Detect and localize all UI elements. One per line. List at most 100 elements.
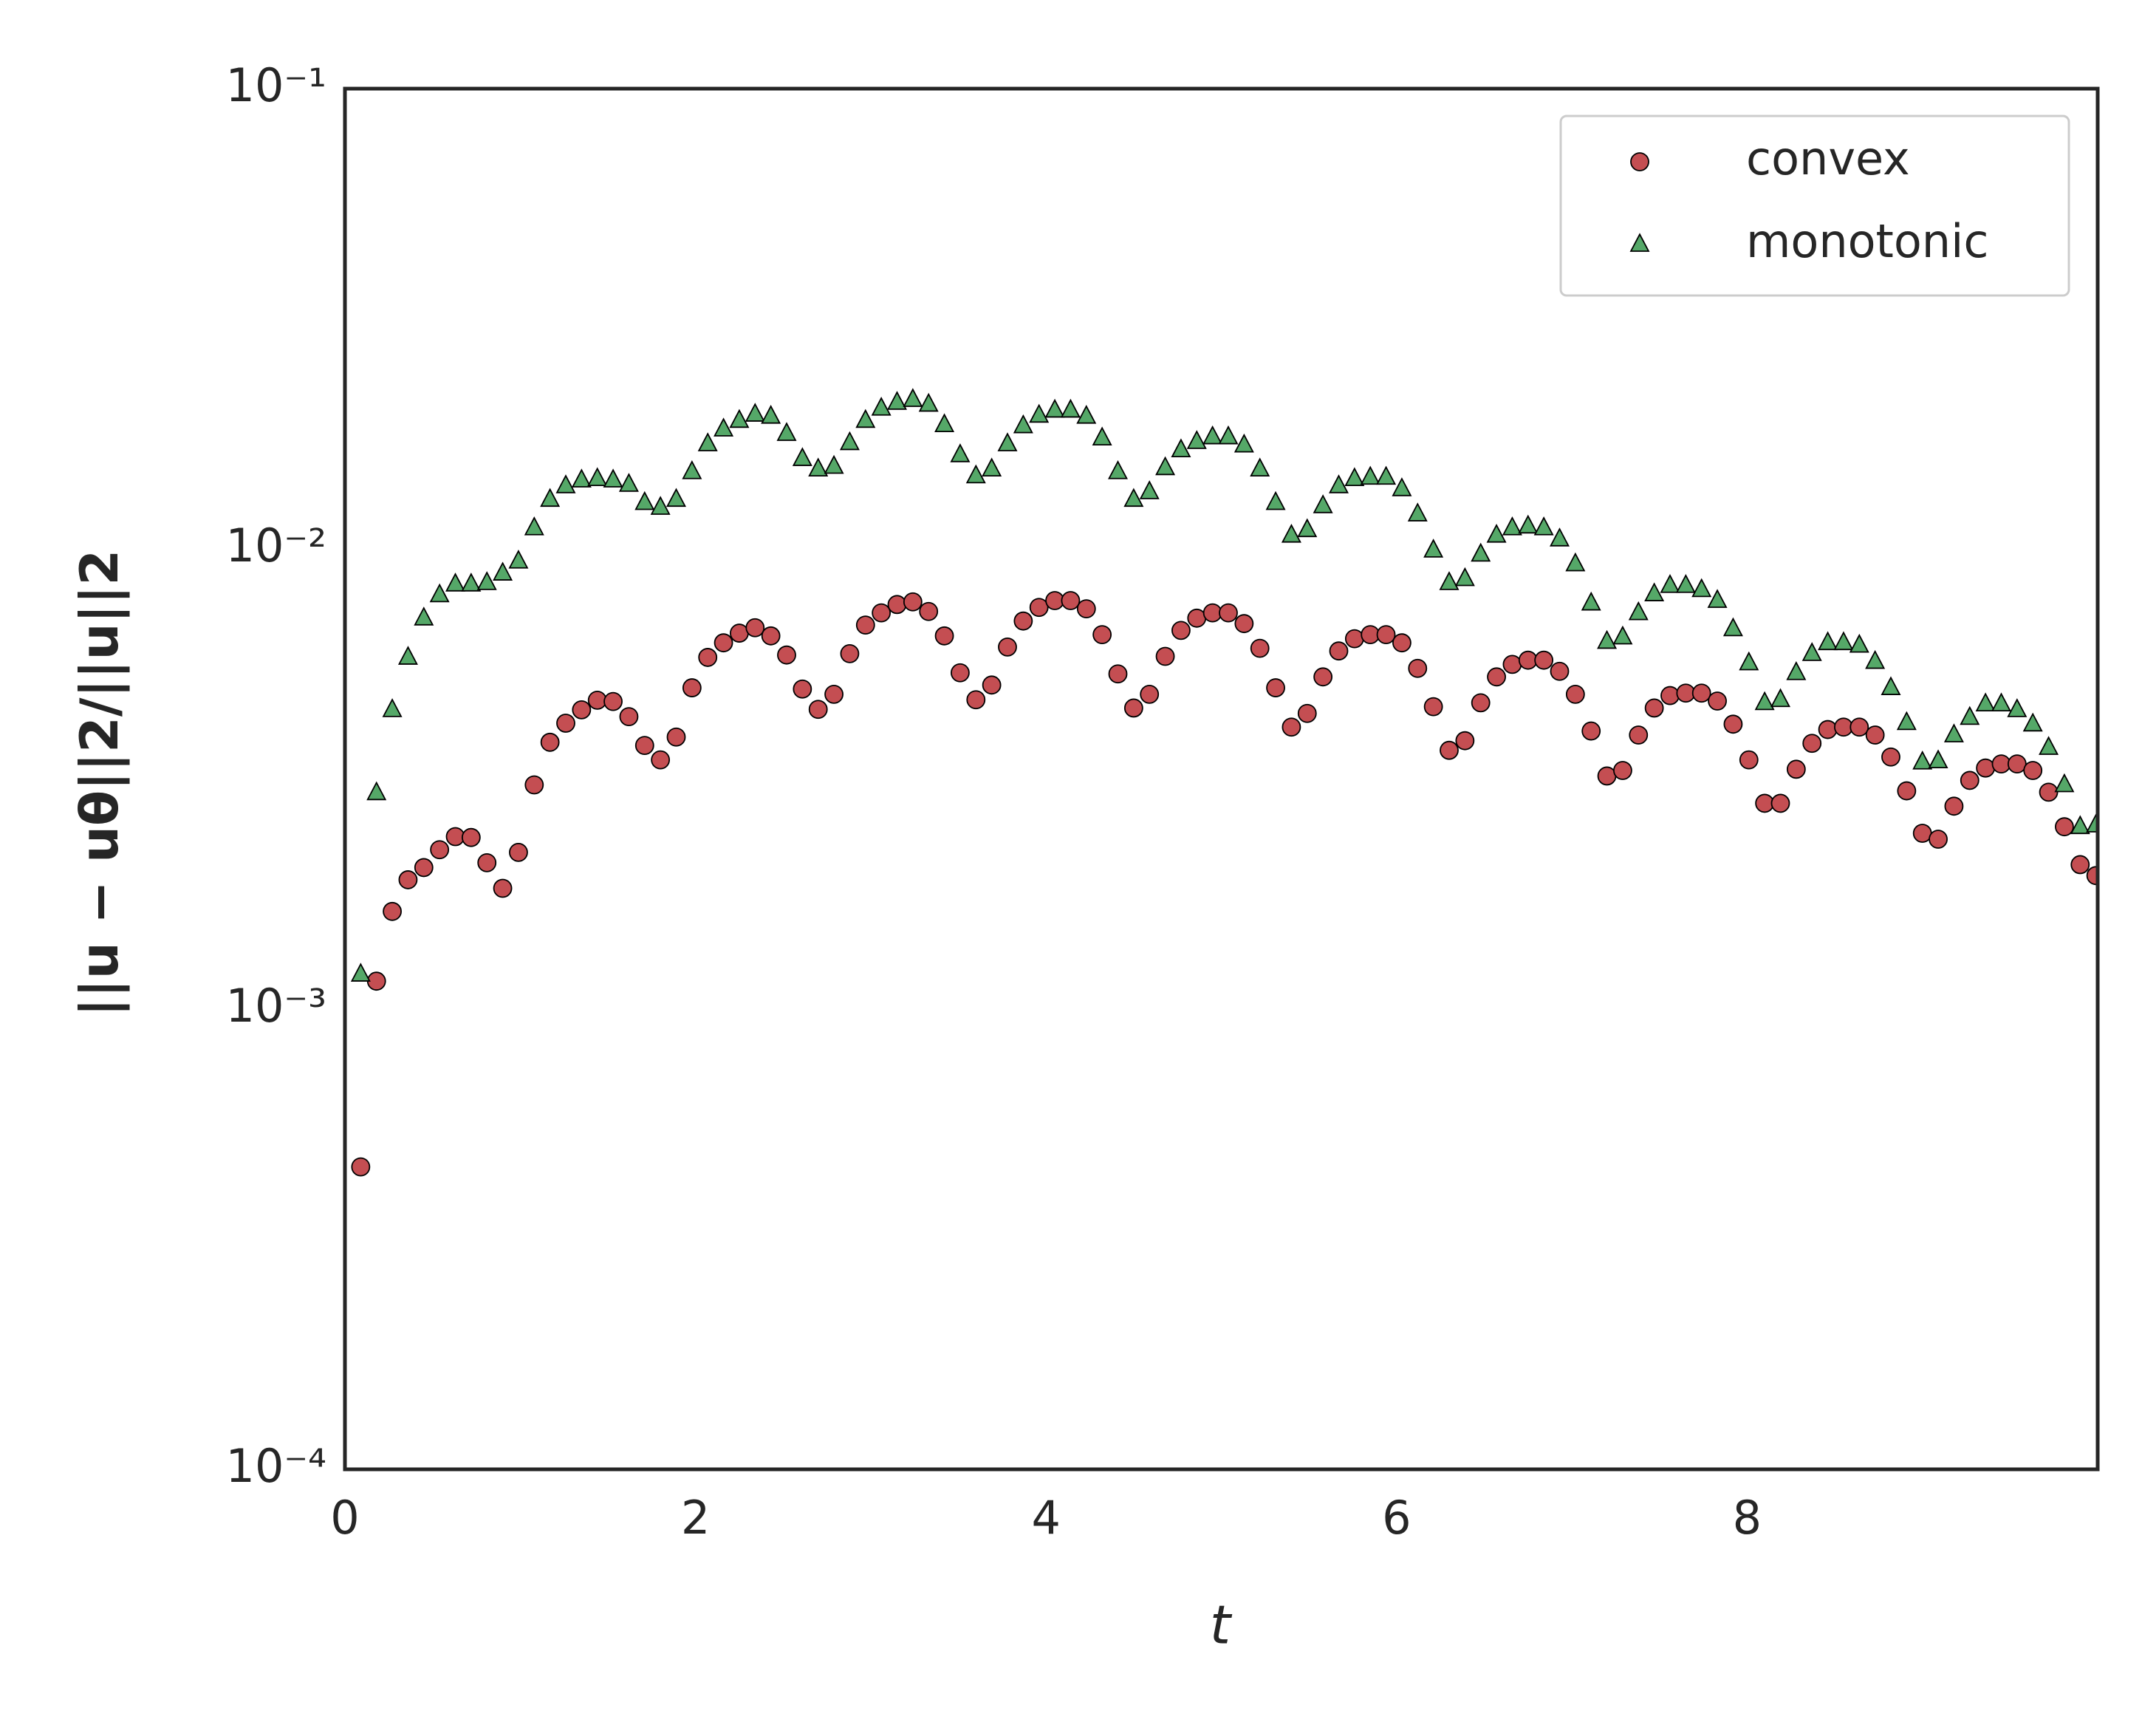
marker	[840, 643, 860, 663]
marker	[1202, 603, 1222, 623]
marker	[383, 901, 402, 921]
marker	[808, 457, 829, 477]
marker	[871, 397, 892, 416]
marker	[1928, 749, 1948, 769]
marker	[697, 432, 718, 451]
marker	[903, 388, 923, 407]
marker	[919, 601, 939, 621]
marker	[1644, 582, 1665, 601]
marker	[414, 858, 434, 878]
marker	[1487, 667, 1506, 687]
marker	[1865, 725, 1885, 745]
marker	[1612, 625, 1633, 645]
marker	[382, 698, 403, 717]
marker	[603, 691, 623, 711]
marker	[1912, 750, 1933, 770]
marker	[1108, 460, 1128, 479]
marker	[508, 550, 529, 569]
marker	[965, 464, 986, 484]
marker	[1691, 578, 1712, 598]
marker	[1550, 661, 1570, 681]
marker	[1801, 642, 1822, 661]
marker	[1518, 650, 1538, 670]
marker	[1991, 692, 2011, 712]
x-tick-label: 0	[330, 1491, 359, 1545]
legend: convex monotonic	[1559, 115, 2070, 297]
marker	[445, 827, 465, 847]
marker	[477, 852, 497, 872]
marker	[1344, 629, 1364, 649]
marker	[1881, 747, 1900, 767]
marker	[966, 690, 986, 710]
marker	[761, 626, 781, 646]
marker	[1392, 477, 1412, 496]
marker	[1013, 414, 1033, 434]
x-tick-label: 4	[1031, 1491, 1060, 1545]
marker	[1518, 514, 1539, 534]
marker	[982, 457, 1002, 477]
points	[350, 388, 2098, 1177]
y-tick-label: 10⁻²	[226, 519, 326, 573]
marker	[1392, 633, 1412, 653]
marker	[1739, 651, 1759, 671]
marker	[1565, 685, 1585, 704]
marker	[1976, 758, 1996, 778]
marker	[1219, 603, 1238, 623]
marker	[1044, 398, 1065, 418]
marker	[1786, 759, 1806, 779]
marker	[1265, 491, 1286, 510]
marker	[618, 473, 639, 492]
marker	[1423, 697, 1443, 717]
marker	[540, 732, 560, 752]
marker	[461, 573, 482, 592]
marker	[1155, 456, 1176, 476]
marker	[430, 840, 450, 860]
marker	[1991, 754, 2011, 773]
marker	[2007, 698, 2028, 717]
marker	[351, 1157, 371, 1177]
marker	[1029, 598, 1049, 618]
marker	[1644, 698, 1664, 718]
marker	[1297, 518, 1318, 538]
marker	[839, 431, 860, 451]
marker	[1140, 685, 1160, 704]
marker	[1202, 425, 1223, 445]
marker	[1281, 523, 1301, 543]
marker	[1250, 457, 1270, 477]
marker	[1266, 678, 1285, 697]
marker	[619, 707, 639, 726]
legend-marker	[1629, 233, 1650, 252]
legend-box	[1559, 115, 2070, 297]
marker	[714, 417, 734, 437]
marker	[1282, 717, 1301, 737]
marker	[1171, 621, 1191, 640]
marker	[540, 488, 561, 508]
marker	[1313, 494, 1333, 513]
marker	[1045, 591, 1064, 610]
marker	[1486, 523, 1507, 543]
marker	[524, 516, 544, 536]
marker	[587, 467, 608, 487]
marker	[1376, 625, 1396, 645]
marker	[1849, 633, 1869, 653]
marker	[666, 488, 686, 508]
marker	[1329, 474, 1349, 493]
marker	[1376, 465, 1397, 485]
marker	[1534, 650, 1554, 670]
x-axis-label: t	[1210, 1594, 1233, 1656]
marker	[556, 714, 575, 733]
marker	[1329, 641, 1349, 661]
marker	[571, 468, 592, 488]
marker	[1660, 686, 1680, 705]
marker	[1722, 617, 1743, 637]
marker	[1439, 571, 1460, 590]
marker	[824, 454, 844, 474]
marker	[998, 637, 1017, 657]
marker	[1850, 717, 1869, 737]
marker	[1881, 676, 1901, 695]
marker	[698, 648, 718, 667]
marker	[1139, 480, 1160, 499]
marker	[1029, 403, 1050, 423]
marker	[934, 626, 954, 646]
marker	[634, 491, 655, 510]
